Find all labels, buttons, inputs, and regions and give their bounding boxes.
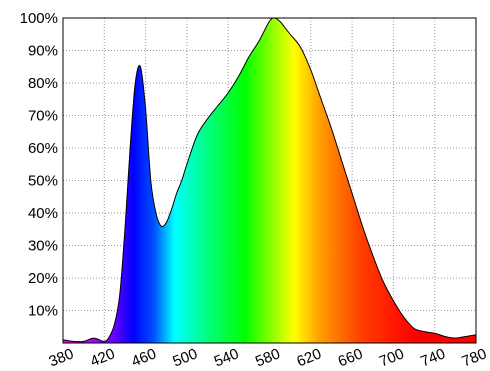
y-tick-label: 20% xyxy=(28,270,58,287)
y-tick-label: 100% xyxy=(20,10,58,27)
x-tick-label: 500 xyxy=(170,345,200,370)
y-tick-label: 70% xyxy=(28,108,58,125)
y-tick-label: 90% xyxy=(28,43,58,60)
x-tick-label: 660 xyxy=(336,345,366,370)
y-tick-label: 40% xyxy=(28,205,58,222)
x-tick-label: 380 xyxy=(47,345,77,370)
x-tick-label: 620 xyxy=(294,345,324,370)
x-tick-label: 540 xyxy=(212,345,242,370)
x-tick-label: 780 xyxy=(460,345,490,370)
y-tick-label: 30% xyxy=(28,238,58,255)
y-tick-label: 80% xyxy=(28,75,58,92)
plot-frame xyxy=(62,17,477,344)
x-tick-label: 460 xyxy=(129,345,159,370)
spectrum-area xyxy=(63,18,476,343)
x-tick-label: 700 xyxy=(377,345,407,370)
y-tick-label: 10% xyxy=(28,303,58,320)
x-axis-ticks: 380 420 460 500 540 580 620 660 700 740 780 xyxy=(47,345,490,370)
spectrum-curve xyxy=(63,18,476,343)
x-tick-label: 420 xyxy=(88,345,118,370)
y-tick-label: 60% xyxy=(28,140,58,157)
x-tick-label: 580 xyxy=(253,345,283,370)
y-tick-label: 50% xyxy=(28,173,58,190)
x-tick-label: 740 xyxy=(418,345,448,370)
y-axis-ticks: 10% 20% 30% 40% 50% 60% 70% 80% 90% 100% xyxy=(20,10,58,320)
